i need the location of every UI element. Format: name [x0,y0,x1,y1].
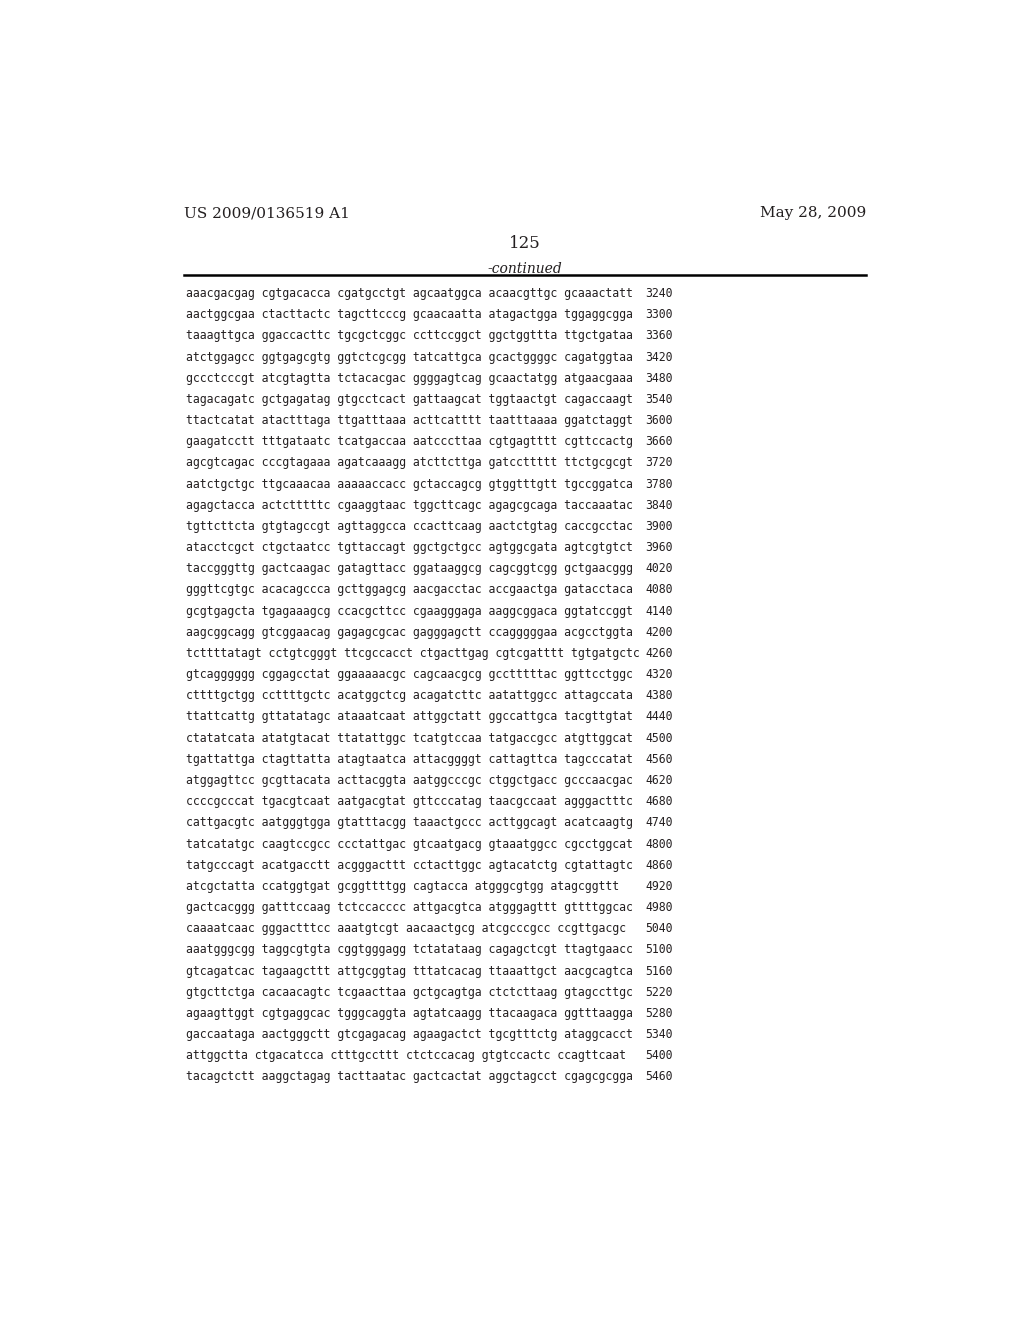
Text: atcgctatta ccatggtgat gcggttttgg cagtacca atgggcgtgg atagcggttt: atcgctatta ccatggtgat gcggttttgg cagtacc… [186,880,620,892]
Text: -continued: -continued [487,263,562,276]
Text: gactcacggg gatttccaag tctccacccc attgacgtca atgggagttt gttttggcac: gactcacggg gatttccaag tctccacccc attgacg… [186,902,633,913]
Text: 125: 125 [509,235,541,252]
Text: 5160: 5160 [646,965,673,978]
Text: 3540: 3540 [646,393,673,405]
Text: gcgtgagcta tgagaaagcg ccacgcttcc cgaagggaga aaggcggaca ggtatccggt: gcgtgagcta tgagaaagcg ccacgcttcc cgaaggg… [186,605,633,618]
Text: 4560: 4560 [646,752,673,766]
Text: gtcagatcac tagaagcttt attgcggtag tttatcacag ttaaattgct aacgcagtca: gtcagatcac tagaagcttt attgcggtag tttatca… [186,965,633,978]
Text: 3840: 3840 [646,499,673,512]
Text: 5460: 5460 [646,1071,673,1084]
Text: 5100: 5100 [646,944,673,957]
Text: taccgggttg gactcaagac gatagttacc ggataaggcg cagcggtcgg gctgaacggg: taccgggttg gactcaagac gatagttacc ggataag… [186,562,633,576]
Text: taaagttgca ggaccacttc tgcgctcggc ccttccggct ggctggttta ttgctgataa: taaagttgca ggaccacttc tgcgctcggc ccttccg… [186,330,633,342]
Text: US 2009/0136519 A1: US 2009/0136519 A1 [183,206,349,220]
Text: aaacgacgag cgtgacacca cgatgcctgt agcaatggca acaacgttgc gcaaactatt: aaacgacgag cgtgacacca cgatgcctgt agcaatg… [186,286,633,300]
Text: 4800: 4800 [646,838,673,850]
Text: agcgtcagac cccgtagaaa agatcaaagg atcttcttga gatccttttt ttctgcgcgt: agcgtcagac cccgtagaaa agatcaaagg atcttct… [186,457,633,470]
Text: agagctacca actctttttc cgaaggtaac tggcttcagc agagcgcaga taccaaatac: agagctacca actctttttc cgaaggtaac tggcttc… [186,499,633,512]
Text: gtgcttctga cacaacagtc tcgaacttaa gctgcagtga ctctcttaag gtagccttgc: gtgcttctga cacaacagtc tcgaacttaa gctgcag… [186,986,633,999]
Text: tatcatatgc caagtccgcc ccctattgac gtcaatgacg gtaaatggcc cgcctggcat: tatcatatgc caagtccgcc ccctattgac gtcaatg… [186,838,633,850]
Text: 4200: 4200 [646,626,673,639]
Text: atctggagcc ggtgagcgtg ggtctcgcgg tatcattgca gcactggggc cagatggtaa: atctggagcc ggtgagcgtg ggtctcgcgg tatcatt… [186,351,633,363]
Text: cattgacgtc aatgggtgga gtatttacgg taaactgccc acttggcagt acatcaagtg: cattgacgtc aatgggtgga gtatttacgg taaactg… [186,816,633,829]
Text: 4440: 4440 [646,710,673,723]
Text: gccctcccgt atcgtagtta tctacacgac ggggagtcag gcaactatgg atgaacgaaa: gccctcccgt atcgtagtta tctacacgac ggggagt… [186,372,633,384]
Text: 3360: 3360 [646,330,673,342]
Text: gtcagggggg cggagcctat ggaaaaacgc cagcaacgcg gcctttttac ggttcctggc: gtcagggggg cggagcctat ggaaaaacgc cagcaac… [186,668,633,681]
Text: 3960: 3960 [646,541,673,554]
Text: 4140: 4140 [646,605,673,618]
Text: 5340: 5340 [646,1028,673,1041]
Text: 4260: 4260 [646,647,673,660]
Text: atggagttcc gcgttacata acttacggta aatggcccgc ctggctgacc gcccaacgac: atggagttcc gcgttacata acttacggta aatggcc… [186,774,633,787]
Text: ttattcattg gttatatagc ataaatcaat attggctatt ggccattgca tacgttgtat: ttattcattg gttatatagc ataaatcaat attggct… [186,710,633,723]
Text: ttactcatat atactttaga ttgatttaaa acttcatttt taatttaaaa ggatctaggt: ttactcatat atactttaga ttgatttaaa acttcat… [186,414,633,428]
Text: 5220: 5220 [646,986,673,999]
Text: ccccgcccat tgacgtcaat aatgacgtat gttcccatag taacgccaat agggactttc: ccccgcccat tgacgtcaat aatgacgtat gttccca… [186,795,633,808]
Text: aactggcgaa ctacttactc tagcttcccg gcaacaatta atagactgga tggaggcgga: aactggcgaa ctacttactc tagcttcccg gcaacaa… [186,308,633,321]
Text: 3720: 3720 [646,457,673,470]
Text: aagcggcagg gtcggaacag gagagcgcac gagggagctt ccagggggaa acgcctggta: aagcggcagg gtcggaacag gagagcgcac gagggag… [186,626,633,639]
Text: 3420: 3420 [646,351,673,363]
Text: 4620: 4620 [646,774,673,787]
Text: 4080: 4080 [646,583,673,597]
Text: 3660: 3660 [646,436,673,449]
Text: aatctgctgc ttgcaaacaa aaaaaccacc gctaccagcg gtggtttgtt tgccggatca: aatctgctgc ttgcaaacaa aaaaaccacc gctacca… [186,478,633,491]
Text: 4860: 4860 [646,859,673,871]
Text: 4320: 4320 [646,668,673,681]
Text: 5280: 5280 [646,1007,673,1020]
Text: 3600: 3600 [646,414,673,428]
Text: 4020: 4020 [646,562,673,576]
Text: tacagctctt aaggctagag tacttaatac gactcactat aggctagcct cgagcgcgga: tacagctctt aaggctagag tacttaatac gactcac… [186,1071,633,1084]
Text: tatgcccagt acatgacctt acgggacttt cctacttggc agtacatctg cgtattagtc: tatgcccagt acatgacctt acgggacttt cctactt… [186,859,633,871]
Text: tgttcttcta gtgtagccgt agttaggcca ccacttcaag aactctgtag caccgcctac: tgttcttcta gtgtagccgt agttaggcca ccacttc… [186,520,633,533]
Text: 4680: 4680 [646,795,673,808]
Text: 3300: 3300 [646,308,673,321]
Text: May 28, 2009: May 28, 2009 [760,206,866,220]
Text: 4740: 4740 [646,816,673,829]
Text: caaaatcaac gggactttcc aaatgtcgt aacaactgcg atcgcccgcc ccgttgacgc: caaaatcaac gggactttcc aaatgtcgt aacaactg… [186,923,626,936]
Text: 3240: 3240 [646,286,673,300]
Text: gaccaataga aactgggctt gtcgagacag agaagactct tgcgtttctg ataggcacct: gaccaataga aactgggctt gtcgagacag agaagac… [186,1028,633,1041]
Text: attggctta ctgacatcca ctttgccttt ctctccacag gtgtccactc ccagttcaat: attggctta ctgacatcca ctttgccttt ctctccac… [186,1049,626,1063]
Text: 5400: 5400 [646,1049,673,1063]
Text: tagacagatc gctgagatag gtgcctcact gattaagcat tggtaactgt cagaccaagt: tagacagatc gctgagatag gtgcctcact gattaag… [186,393,633,405]
Text: cttttgctgg ccttttgctc acatggctcg acagatcttc aatattggcc attagccata: cttttgctgg ccttttgctc acatggctcg acagatc… [186,689,633,702]
Text: 3480: 3480 [646,372,673,384]
Text: 4500: 4500 [646,731,673,744]
Text: agaagttggt cgtgaggcac tgggcaggta agtatcaagg ttacaagaca ggtttaagga: agaagttggt cgtgaggcac tgggcaggta agtatca… [186,1007,633,1020]
Text: 3900: 3900 [646,520,673,533]
Text: tgattattga ctagttatta atagtaatca attacggggt cattagttca tagcccatat: tgattattga ctagttatta atagtaatca attacgg… [186,752,633,766]
Text: aaatgggcgg taggcgtgta cggtgggagg tctatataag cagagctcgt ttagtgaacc: aaatgggcgg taggcgtgta cggtgggagg tctatat… [186,944,633,957]
Text: gggttcgtgc acacagccca gcttggagcg aacgacctac accgaactga gatacctaca: gggttcgtgc acacagccca gcttggagcg aacgacc… [186,583,633,597]
Text: 4920: 4920 [646,880,673,892]
Text: 5040: 5040 [646,923,673,936]
Text: 3780: 3780 [646,478,673,491]
Text: 4380: 4380 [646,689,673,702]
Text: tcttttatagt cctgtcgggt ttcgccacct ctgacttgag cgtcgatttt tgtgatgctc: tcttttatagt cctgtcgggt ttcgccacct ctgact… [186,647,640,660]
Text: gaagatcctt tttgataatc tcatgaccaa aatcccttaa cgtgagtttt cgttccactg: gaagatcctt tttgataatc tcatgaccaa aatccct… [186,436,633,449]
Text: atacctcgct ctgctaatcc tgttaccagt ggctgctgcc agtggcgata agtcgtgtct: atacctcgct ctgctaatcc tgttaccagt ggctgct… [186,541,633,554]
Text: 4980: 4980 [646,902,673,913]
Text: ctatatcata atatgtacat ttatattggc tcatgtccaa tatgaccgcc atgttggcat: ctatatcata atatgtacat ttatattggc tcatgtc… [186,731,633,744]
